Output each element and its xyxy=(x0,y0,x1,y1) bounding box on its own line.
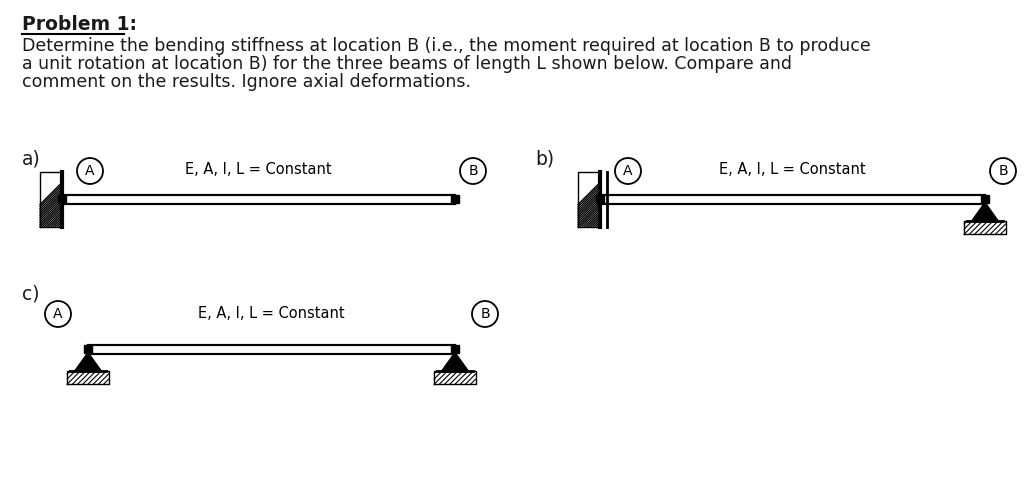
Text: E, A, I, L = Constant: E, A, I, L = Constant xyxy=(719,161,866,176)
Bar xyxy=(88,344,455,354)
Polygon shape xyxy=(972,203,998,221)
Text: a unit rotation at location B) for the three beams of length L shown below. Comp: a unit rotation at location B) for the t… xyxy=(22,55,792,73)
Text: A: A xyxy=(624,164,633,178)
Text: B: B xyxy=(468,164,478,178)
Text: B: B xyxy=(480,307,489,321)
Text: c): c) xyxy=(22,284,40,303)
Bar xyxy=(981,195,989,203)
Text: A: A xyxy=(85,164,95,178)
Text: a): a) xyxy=(22,149,41,168)
Bar xyxy=(84,345,92,353)
Bar xyxy=(451,345,459,353)
Bar xyxy=(451,195,459,203)
Text: b): b) xyxy=(535,149,554,168)
Bar xyxy=(58,195,66,203)
Bar xyxy=(596,195,604,203)
Text: E, A, I, L = Constant: E, A, I, L = Constant xyxy=(199,307,345,321)
Polygon shape xyxy=(442,353,468,371)
Text: comment on the results. Ignore axial deformations.: comment on the results. Ignore axial def… xyxy=(22,73,471,91)
Text: B: B xyxy=(998,164,1008,178)
Text: E, A, I, L = Constant: E, A, I, L = Constant xyxy=(185,161,332,176)
Text: Determine the bending stiffness at location B (i.e., the moment required at loca: Determine the bending stiffness at locat… xyxy=(22,37,870,55)
Polygon shape xyxy=(75,353,101,371)
Bar xyxy=(600,194,985,204)
Bar xyxy=(62,194,455,204)
Text: Problem 1:: Problem 1: xyxy=(22,15,137,34)
Text: A: A xyxy=(53,307,62,321)
